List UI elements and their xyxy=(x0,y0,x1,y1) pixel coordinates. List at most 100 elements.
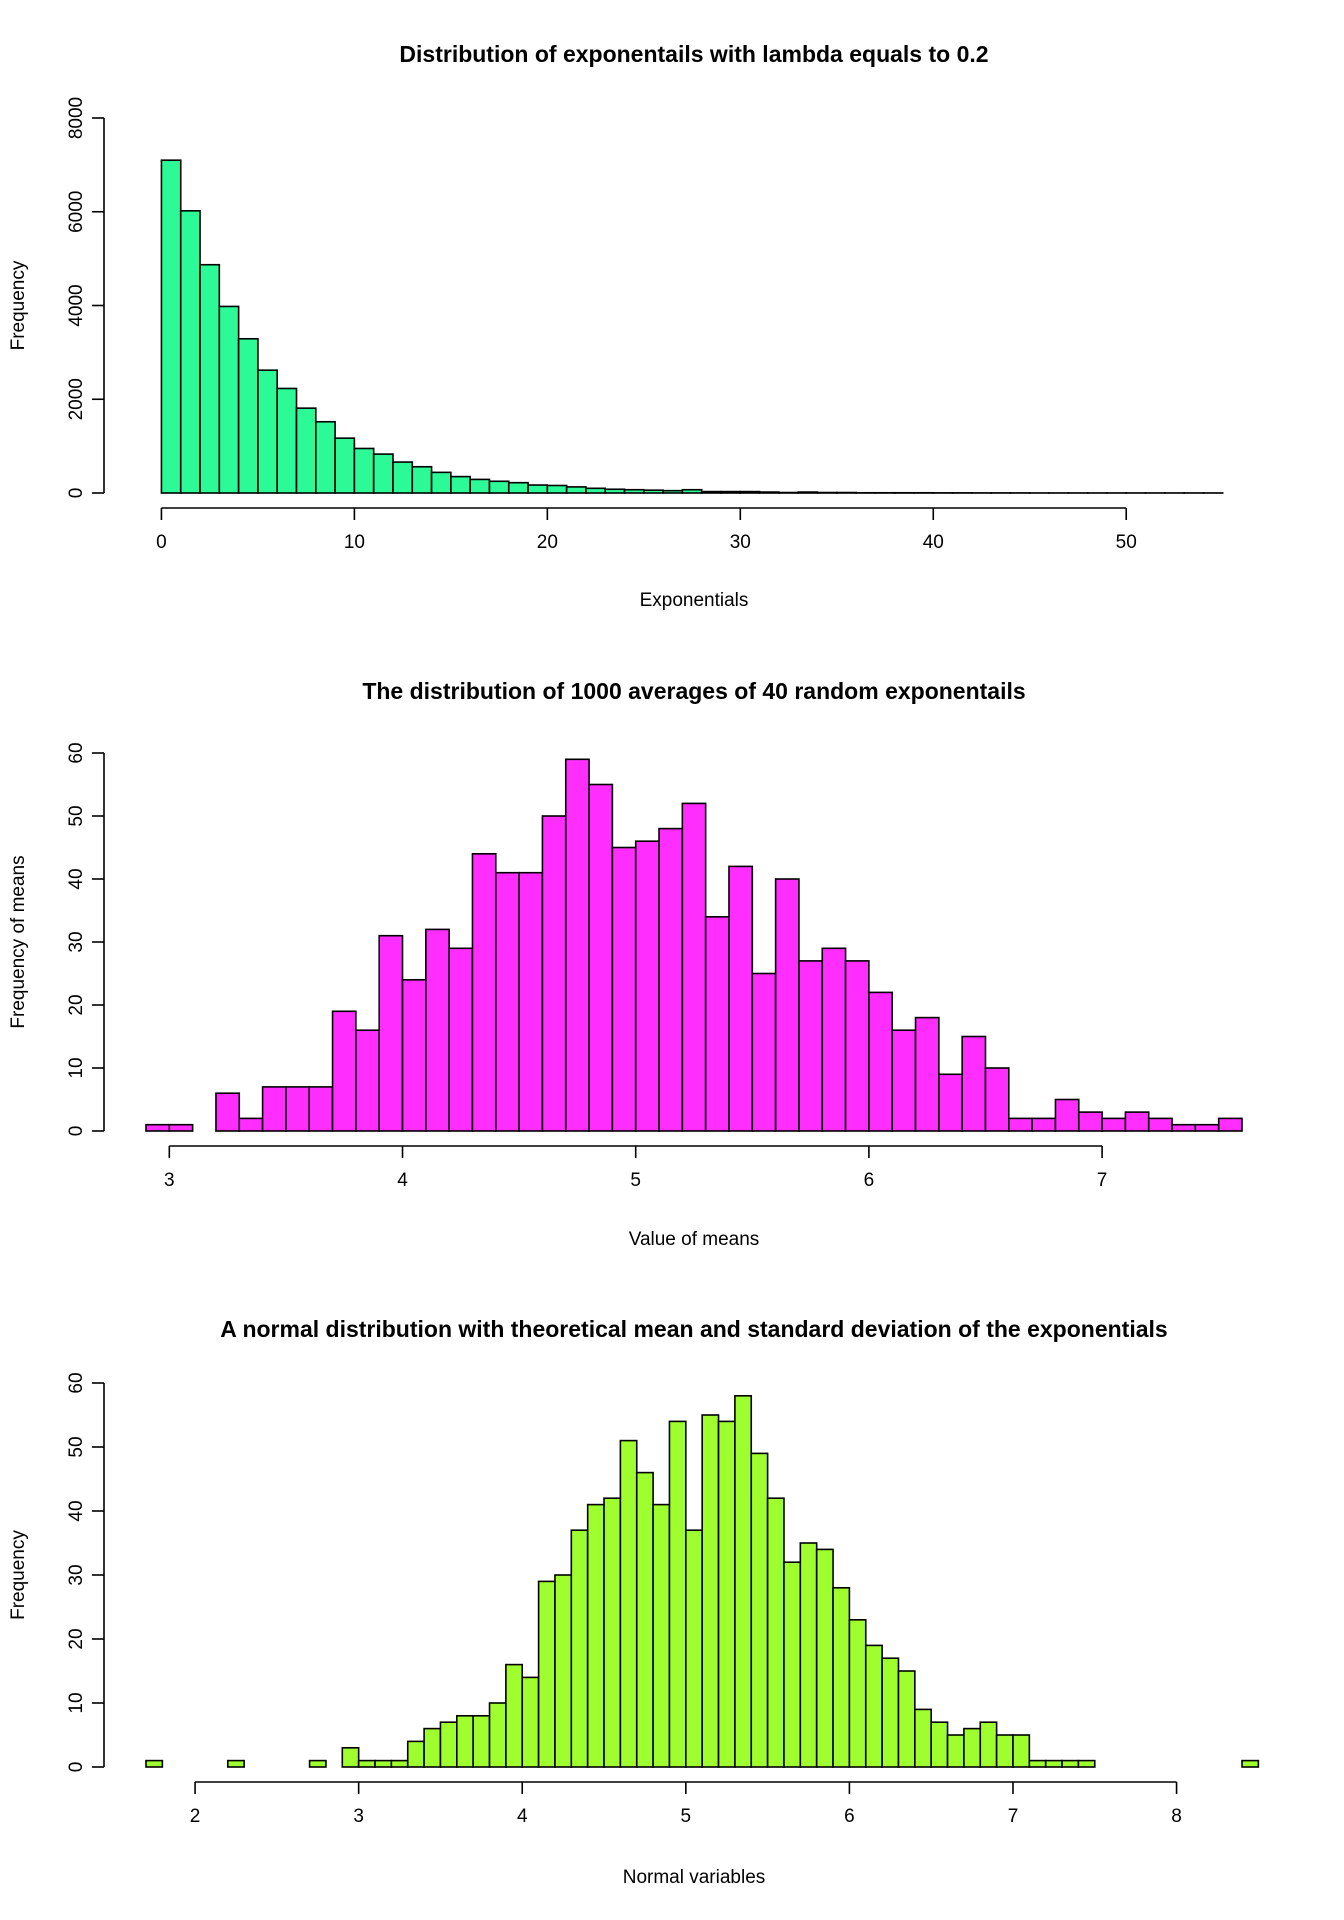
histogram-bar xyxy=(634,840,660,1132)
histogram-bars xyxy=(145,1395,1260,1768)
histogram-bar xyxy=(450,475,471,494)
histogram-bar xyxy=(774,878,800,1132)
chart-panel-1: Distribution of exponentails with lambda… xyxy=(8,41,1224,611)
chart-title: A normal distribution with theoretical m… xyxy=(220,1316,1167,1342)
histogram-bar xyxy=(1171,1123,1197,1132)
y-tick-label: 60 xyxy=(66,742,87,763)
histogram-bar xyxy=(979,1721,998,1768)
histogram-bar xyxy=(401,978,427,1132)
y-tick-label: 40 xyxy=(66,1500,87,1521)
y-tick-label: 60 xyxy=(66,1372,87,1393)
histogram-bar xyxy=(1054,1098,1080,1132)
histogram-bar xyxy=(308,1759,327,1768)
x-tick-label: 40 xyxy=(923,532,944,553)
histogram-bar xyxy=(145,1759,164,1768)
histogram-bar xyxy=(681,488,703,494)
chart-panel-3: A normal distribution with theoretical m… xyxy=(8,1316,1260,1888)
y-tick-label: 0 xyxy=(66,1762,87,1773)
histogram-bar xyxy=(218,305,240,494)
histogram-bar xyxy=(145,1123,171,1132)
y-tick-label: 50 xyxy=(66,1436,87,1457)
x-tick-label: 6 xyxy=(864,1170,875,1191)
histogram-bar xyxy=(799,1542,818,1768)
histogram-bar xyxy=(541,815,567,1132)
histogram-bar xyxy=(237,337,259,494)
x-tick-label: 0 xyxy=(156,532,167,553)
y-tick-label: 8000 xyxy=(66,97,87,139)
histogram-bar xyxy=(652,1503,671,1768)
histogram-bar xyxy=(160,159,182,494)
histogram-bar xyxy=(1028,1759,1047,1768)
x-tick-label: 7 xyxy=(1008,1806,1019,1827)
histogram-bar xyxy=(1217,1117,1243,1132)
y-tick-label: 10 xyxy=(66,1057,87,1078)
histogram-bar xyxy=(881,1657,900,1768)
histogram-bar xyxy=(546,484,568,494)
histogram-bar xyxy=(456,1715,474,1768)
y-tick-label: 10 xyxy=(66,1692,87,1713)
x-tick-label: 50 xyxy=(1116,532,1137,553)
histogram-bar xyxy=(1241,1759,1260,1768)
x-tick-label: 4 xyxy=(397,1170,408,1191)
x-axis-label: Exponentials xyxy=(640,590,749,611)
histogram-bar xyxy=(783,1561,802,1768)
histogram-bars xyxy=(160,159,1224,494)
y-axis-label: Frequency xyxy=(8,260,29,350)
histogram-bar xyxy=(199,263,221,494)
histogram-bar xyxy=(472,1715,491,1768)
histogram-bar xyxy=(668,1420,687,1768)
y-tick-label: 50 xyxy=(66,805,87,826)
y-tick-label: 30 xyxy=(66,1564,87,1585)
histogram-bar xyxy=(603,1497,622,1768)
histogram-bar xyxy=(848,1619,867,1768)
x-tick-label: 8 xyxy=(1171,1806,1182,1827)
histogram-bar xyxy=(961,1035,987,1132)
y-tick-label: 30 xyxy=(66,931,87,952)
histogram-bar xyxy=(308,1086,334,1132)
chart-title: The distribution of 1000 averages of 40 … xyxy=(362,678,1025,704)
histogram-bar xyxy=(1008,1117,1033,1132)
histogram-bar xyxy=(406,1740,425,1768)
histogram-bar xyxy=(357,1759,376,1768)
histogram-bar xyxy=(554,1574,573,1768)
y-axis-label: Frequency xyxy=(8,1530,29,1620)
x-tick-label: 7 xyxy=(1097,1170,1108,1191)
histogram-bar xyxy=(963,1727,982,1768)
histogram-bar xyxy=(751,972,777,1132)
histogram-bar xyxy=(700,490,722,494)
histogram-bar xyxy=(276,387,298,494)
histogram-bar xyxy=(681,802,707,1132)
y-tick-label: 0 xyxy=(66,1126,87,1137)
histogram-bar xyxy=(766,1497,785,1768)
histogram-bar xyxy=(758,491,780,494)
histogram-bar xyxy=(226,1759,245,1768)
histogram-bar xyxy=(821,947,847,1132)
histogram-bar xyxy=(619,1439,638,1768)
histogram-bar xyxy=(1012,1734,1031,1768)
histogram-bar xyxy=(914,1708,932,1768)
histogram-bar xyxy=(411,465,433,494)
histogram-bar xyxy=(315,420,336,494)
histogram-bar xyxy=(471,852,497,1132)
histogram-bar xyxy=(439,1721,458,1768)
histogram-bar xyxy=(425,928,450,1132)
histogram-bar xyxy=(914,1016,940,1132)
histogram-bar xyxy=(331,1010,357,1132)
histogram-bar xyxy=(611,846,637,1132)
y-tick-label: 6000 xyxy=(66,191,87,233)
histogram-bar xyxy=(868,991,894,1132)
histogram-bar xyxy=(537,1580,556,1768)
histogram-bar xyxy=(1077,1111,1103,1132)
histogram-bar xyxy=(717,1420,736,1768)
y-axis-label: Frequency of means xyxy=(8,855,29,1028)
y-tick-label: 2000 xyxy=(66,378,87,420)
histogram-bar xyxy=(658,827,684,1132)
histogram-bar xyxy=(1031,1117,1057,1132)
histogram-bar xyxy=(469,478,491,494)
histogram-bar xyxy=(430,471,452,494)
histogram-bar xyxy=(798,960,824,1132)
histogram-bar xyxy=(285,1086,311,1132)
histogram-bar xyxy=(488,1702,507,1768)
histogram-bar xyxy=(588,783,614,1132)
histogram-bar xyxy=(891,1029,917,1132)
